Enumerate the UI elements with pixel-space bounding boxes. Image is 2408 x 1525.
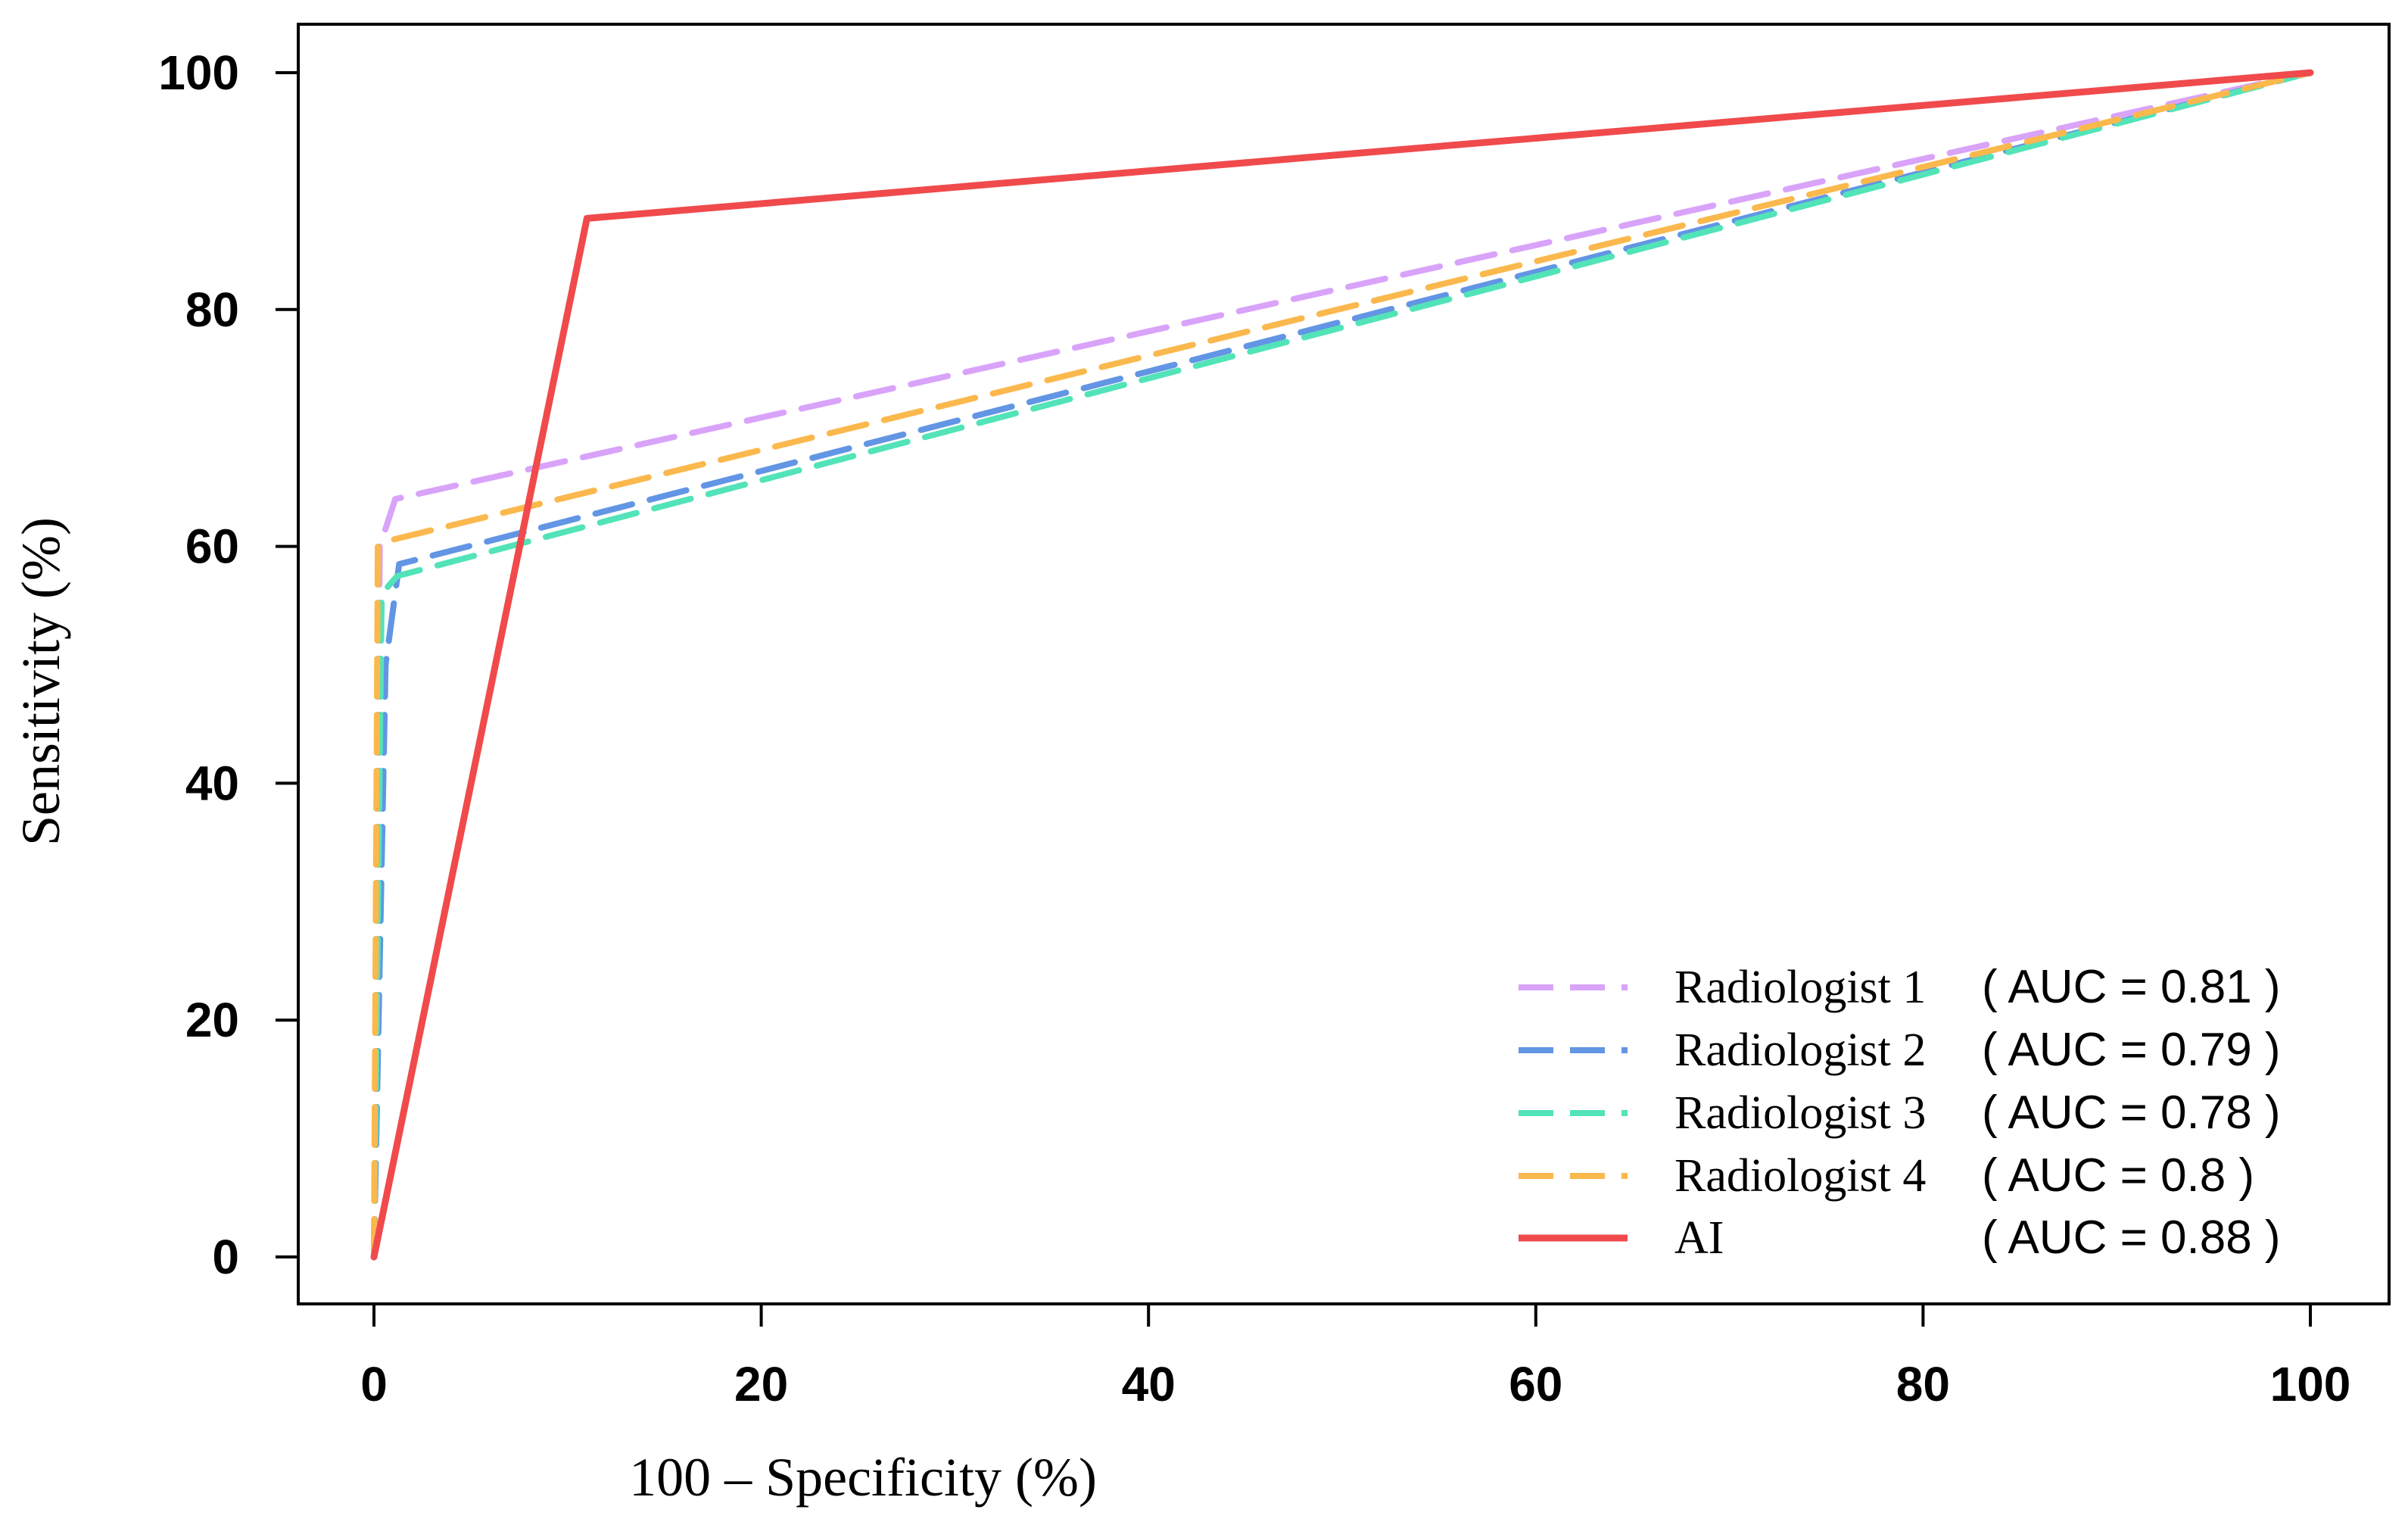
- legend-auc: ( AUC = 0.8 ): [1982, 1149, 2254, 1202]
- series-line-radiologist-3: [371, 70, 2313, 1260]
- x-tick-label: 0: [360, 1357, 388, 1411]
- legend-auc: ( AUC = 0.88 ): [1982, 1212, 2281, 1264]
- x-tick-label: 60: [1509, 1357, 1562, 1411]
- series-layer: [370, 69, 2314, 1261]
- legend-auc: ( AUC = 0.81 ): [1982, 961, 2281, 1013]
- x-tick-label: 20: [734, 1357, 788, 1411]
- series-line-ai: [370, 69, 2314, 1261]
- legend-label: Radiologist 4: [1674, 1150, 1926, 1202]
- x-axis-title: 100 – Specificity (%): [629, 1447, 1097, 1508]
- y-tick-label: 60: [185, 519, 239, 574]
- legend-label: Radiologist 3: [1674, 1087, 1926, 1139]
- x-tick-label: 80: [1896, 1357, 1950, 1411]
- legend-label: Radiologist 2: [1674, 1024, 1926, 1076]
- series-line-radiologist-4: [371, 70, 2313, 1260]
- series-line-radiologist-1: [371, 70, 2313, 1260]
- y-tick-label: 100: [158, 45, 239, 100]
- legend-auc: ( AUC = 0.79 ): [1982, 1024, 2281, 1076]
- legend-label: Radiologist 1: [1674, 962, 1926, 1013]
- y-tick-label: 0: [212, 1230, 239, 1284]
- y-tick-label: 20: [185, 993, 239, 1047]
- y-axis: 0 20 40 60 80 100: [158, 45, 298, 1284]
- y-tick-label: 40: [185, 756, 239, 810]
- x-axis: 0 20 40 60 80 100: [360, 1304, 2350, 1411]
- y-tick-label: 80: [185, 282, 239, 337]
- legend-label: AI: [1674, 1212, 1724, 1264]
- x-tick-label: 40: [1122, 1357, 1176, 1411]
- y-axis-title: Sensitivity (%): [11, 517, 71, 846]
- plot-frame: [297, 23, 2391, 1305]
- legend: Radiologist 1 ( AUC = 0.81 ) Radiologist 2…: [1519, 961, 2281, 1264]
- x-tick-label: 100: [2270, 1357, 2351, 1411]
- legend-auc: ( AUC = 0.78 ): [1982, 1087, 2281, 1139]
- series-line-radiologist-2: [371, 70, 2313, 1260]
